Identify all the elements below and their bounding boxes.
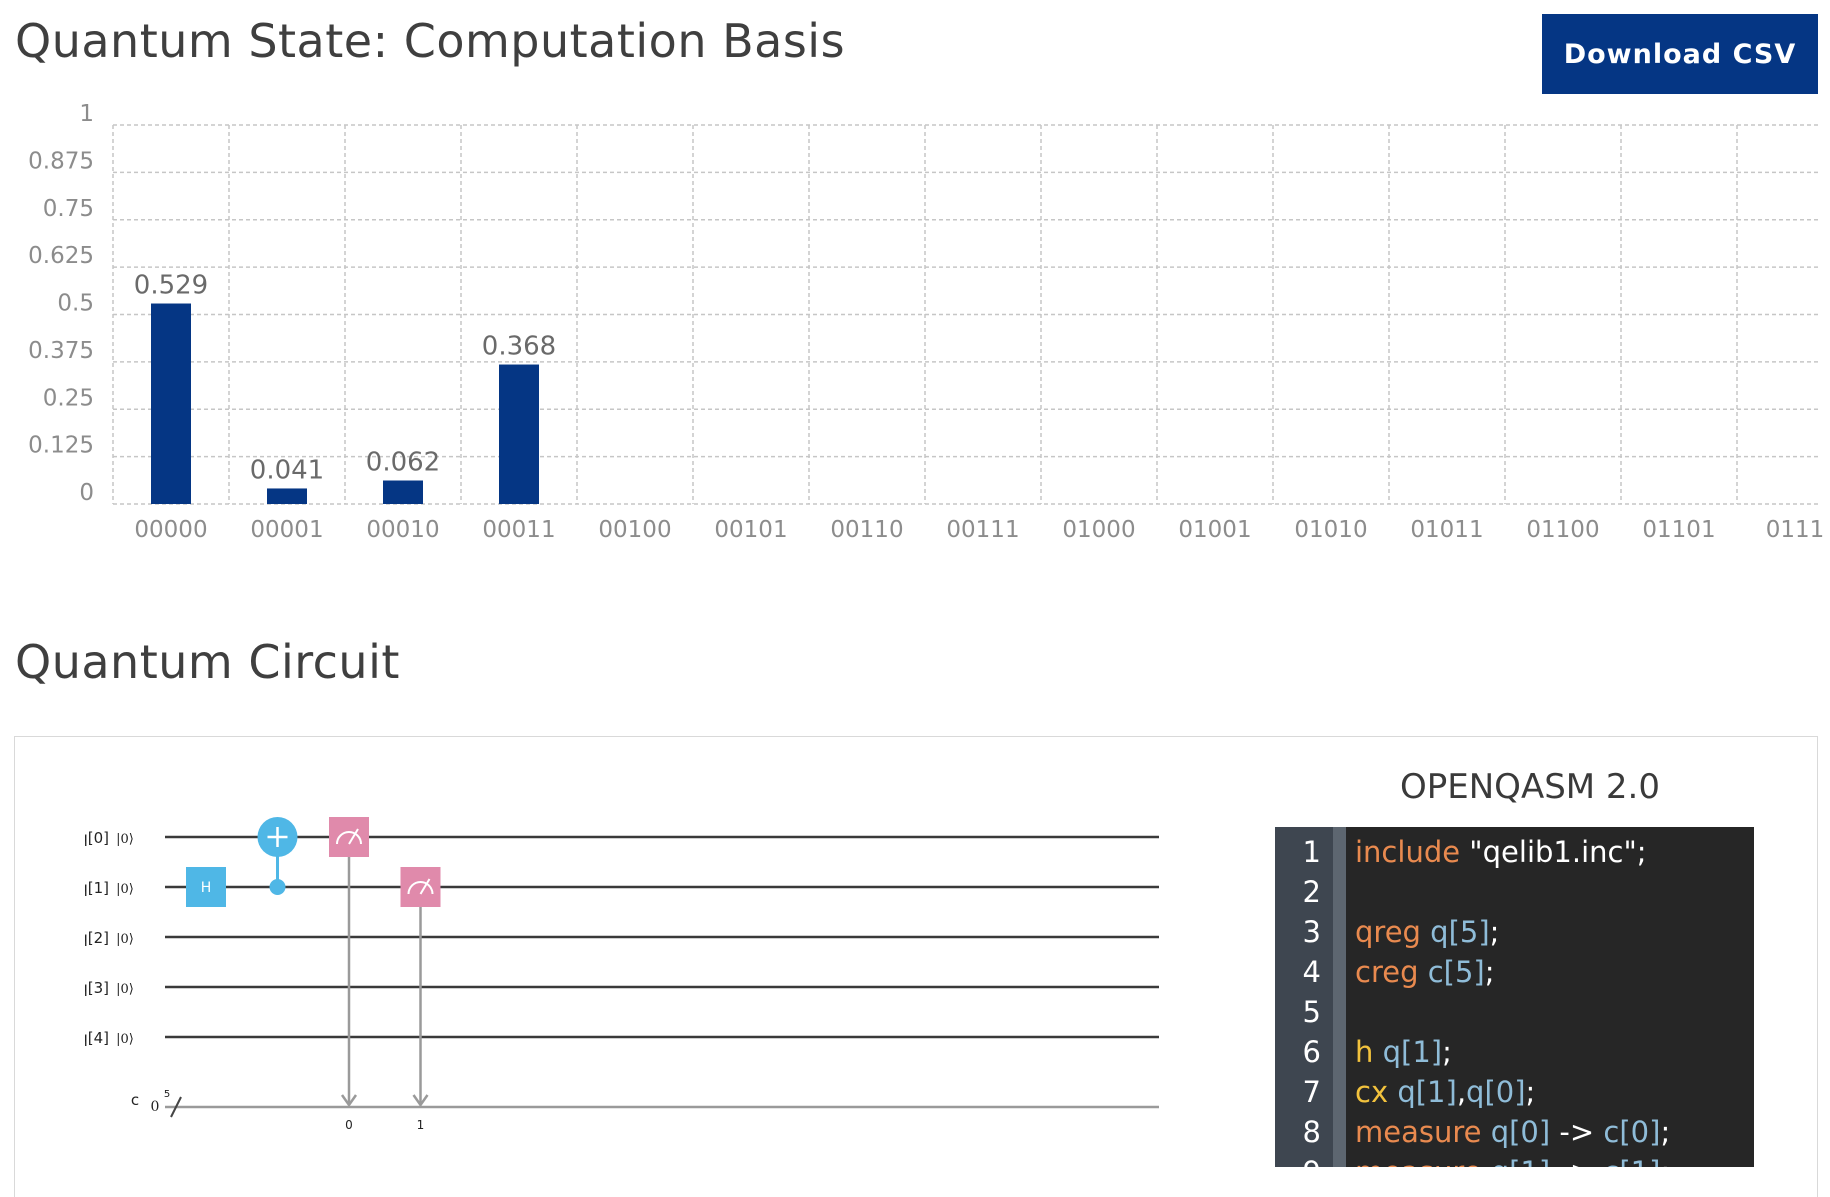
measure-meter-icon [407,881,434,895]
h-gate-label: H [201,880,212,896]
ket-label: |0⟩ [116,982,134,997]
measure-bit-label: 0 [345,1118,353,1132]
measure-needle [419,878,431,895]
ket-label: |0⟩ [116,1032,134,1047]
state-bar-chart: 0 0.125 0.25 0.375 0.5 0.625 0.75 0.875 1 00000 0.… [28,101,1825,543]
code-text: q[1] -> c[1]; [1481,1155,1671,1167]
circuit-diagram: q[0]|0⟩q[1]|0⟩q[2]|0⟩q[3]|0⟩q[4]|0⟩c05H0… [85,817,1159,1132]
qubit-label: q[0] [85,829,109,847]
code-text: q[1]; [1382,1035,1452,1069]
code-line: measure q[1] -> c[1]; [1355,1152,1670,1167]
y-tick-label: 0.625 [28,243,94,269]
line-number: 6 [1302,1035,1321,1069]
code-keyword: creg [1355,955,1419,989]
measure-arrow [412,1094,429,1108]
line-number: 7 [1302,1075,1321,1109]
y-tick-label: 0.875 [28,148,94,174]
measure-bit-label: 1 [417,1118,425,1132]
ket-label: |0⟩ [116,932,134,947]
bar-value-label: 0.529 [134,271,208,301]
h-gate [186,867,226,907]
x-tick-label: 01101 [1642,517,1715,543]
x-tick-label: 00100 [598,517,671,543]
y-tick-label: 0.125 [28,433,94,459]
download-csv-button[interactable]: Download CSV [1542,14,1818,94]
y-tick-label: 1 [79,101,94,127]
circuit-panel: q[0]|0⟩q[1]|0⟩q[2]|0⟩q[3]|0⟩q[4]|0⟩c05H0… [14,736,1818,1197]
y-tick-label: 0.5 [57,291,94,317]
cx-control-dot [269,879,286,895]
x-tick-label: 00101 [714,517,787,543]
code-keyword: include [1355,835,1461,869]
x-tick-label: 00111 [946,517,1019,543]
code-line: qreg q[5]; [1355,912,1499,952]
x-tick-label: 00011 [482,517,555,543]
qubit-label: q[1] [85,879,109,897]
qubit-label: q[2] [85,929,109,947]
x-tick-label: 00000 [134,517,207,543]
circuit-title: Quantum Circuit [15,635,400,689]
code-text: q[5]; [1430,915,1500,949]
bar-00001 [267,488,307,504]
qasm-editor[interactable]: 1 2 3 4 5 6 7 8 9 include "qelib1.inc"; qreg q[5]… [1275,827,1754,1167]
code-line: h q[1]; [1355,1032,1452,1072]
x-tick-label: 00001 [250,517,323,543]
code-keyword: measure [1355,1155,1481,1167]
x-tick-label: 01001 [1178,517,1251,543]
line-number: 2 [1302,875,1321,909]
x-tick-label: 01010 [1294,517,1367,543]
bar-00010 [383,480,423,504]
measure-needle [348,828,359,845]
y-tick-label: 0.25 [43,385,94,411]
classical-width: 5 [164,1089,170,1100]
measure-meter-icon [336,831,362,845]
code-line: measure q[0] -> c[0]; [1355,1112,1670,1152]
code-text: q[1],q[0]; [1397,1075,1536,1109]
classical-label: c [131,1091,139,1109]
state-title: Quantum State: Computation Basis [15,14,846,68]
x-tick-label: 00110 [830,517,903,543]
code-text: q[0] -> c[0]; [1490,1115,1671,1149]
measure-gate [400,867,441,907]
y-tick-label: 0.375 [28,338,94,364]
qubit-label: q[3] [85,979,109,997]
qasm-title: OPENQASM 2.0 [1400,767,1660,807]
code-line: cx q[1],q[0]; [1355,1072,1535,1112]
bar-00011 [499,364,539,504]
code-text: c[5]; [1427,955,1495,989]
line-number: 9 [1275,1152,1321,1167]
x-tick-label: 0111 [1766,517,1825,543]
x-tick-label: 01011 [1410,517,1483,543]
line-number: 3 [1302,915,1321,949]
code-line: creg c[5]; [1355,952,1495,992]
classical-bus-slash [170,1096,182,1118]
x-tick-label: 01100 [1526,517,1599,543]
code-text: "qelib1.inc"; [1460,835,1647,869]
measure-gate [329,817,369,857]
ket-label: |0⟩ [116,832,134,847]
gutter-edge [1333,827,1346,1167]
ket-label: |0⟩ [116,882,134,897]
line-number: 5 [1302,995,1321,1029]
bar-value-label: 0.041 [250,455,324,485]
line-number: 4 [1302,955,1321,989]
bar-value-label: 0.368 [482,332,556,362]
y-tick-label: 0 [79,480,94,506]
code-keyword: h [1355,1035,1374,1069]
code-line: include "qelib1.inc"; [1355,832,1647,872]
y-tick-label: 0.75 [43,196,94,222]
x-tick-label: 01000 [1062,517,1135,543]
bar-00000 [151,303,191,504]
code-keyword: measure [1355,1115,1482,1149]
classical-init: 0 [151,1099,160,1115]
bar-value-label: 0.062 [366,448,440,478]
qubit-label: q[4] [85,1029,109,1047]
code-keyword: cx [1355,1075,1389,1109]
line-number: 1 [1302,835,1321,869]
line-number-gutter: 1 2 3 4 5 6 7 8 9 [1275,827,1333,1167]
x-tick-label: 00010 [366,517,439,543]
line-number: 8 [1302,1115,1321,1149]
code-keyword: qreg [1355,915,1421,949]
measure-arrow [340,1094,358,1108]
